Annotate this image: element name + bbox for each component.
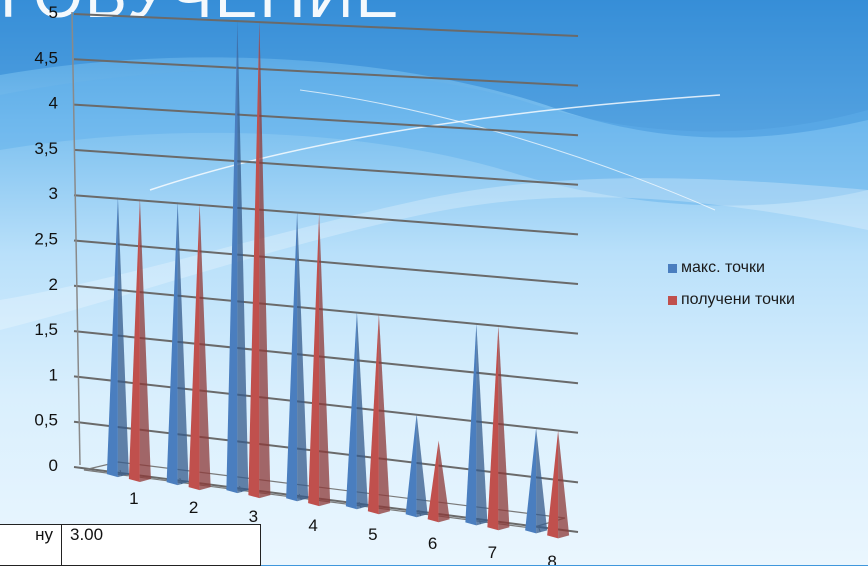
legend-label-0: макс. точки <box>681 259 765 276</box>
y-tick-label: 2,5 <box>34 230 58 249</box>
cone-макс-точки-1 <box>106 196 129 478</box>
cone-получени-точки-2 <box>188 203 211 491</box>
data-cones <box>106 19 570 539</box>
y-tick-label: 3,5 <box>34 139 58 158</box>
x-tick-label: 6 <box>428 534 437 553</box>
gridline-3 <box>73 330 579 385</box>
gridlines <box>71 11 579 533</box>
y-tick-label: 3 <box>49 184 58 203</box>
cone-макс-точки-2 <box>166 201 189 486</box>
gridline-8 <box>73 103 579 137</box>
gridline-6 <box>73 194 579 236</box>
table-row: ну 3.00 <box>0 524 261 566</box>
x-tick-label: 8 <box>547 552 556 565</box>
cone-получени-точки-4 <box>308 212 331 507</box>
cone-получени-точки-6 <box>427 440 450 523</box>
legend-label-1: получени точки <box>681 291 795 308</box>
y-tick-label: 4,5 <box>34 48 58 67</box>
y-tick-label: 0 <box>49 456 58 475</box>
x-tick-label: 7 <box>488 543 497 562</box>
x-tick-label: 1 <box>129 489 138 508</box>
gridline-7 <box>73 148 579 186</box>
y-axis-ticks: 0 0,5 1 1,5 2 2,5 3 3,5 4 4,5 5 <box>34 3 58 475</box>
y-tick-label: 2 <box>49 275 58 294</box>
legend: макс. точки получени точки <box>668 258 795 322</box>
cone-макс-точки-7 <box>465 323 488 526</box>
x-tick-label: 4 <box>308 516 317 535</box>
cone-получени-точки-7 <box>487 325 510 531</box>
gridline-5 <box>73 239 579 285</box>
y-tick-label: 1 <box>49 365 58 384</box>
cone-макс-точки-5 <box>345 311 368 510</box>
y-axis-line <box>71 11 81 466</box>
y-tick-label: 1,5 <box>34 320 58 339</box>
x-tick-label: 2 <box>189 498 198 517</box>
cone-получени-точки-8 <box>547 430 570 539</box>
table-cell-left: ну <box>0 524 62 566</box>
legend-swatch-1 <box>668 295 677 305</box>
legend-item-0: макс. точки <box>668 258 795 278</box>
legend-item-1: получени точки <box>668 290 795 310</box>
cone-макс-точки-3 <box>226 19 249 494</box>
gridline-4 <box>73 284 579 335</box>
cone-получени-точки-1 <box>128 198 151 483</box>
cone-получени-точки-3 <box>248 20 271 499</box>
y-tick-label: 5 <box>49 3 58 22</box>
cone-макс-точки-6 <box>405 413 428 518</box>
gridline-10 <box>73 13 579 37</box>
score-table-fragment: ну 3.00 <box>0 524 261 566</box>
cone-макс-точки-8 <box>525 427 548 534</box>
x-tick-label: 5 <box>368 525 377 544</box>
table-cell-right: 3.00 <box>61 524 261 566</box>
gridline-9 <box>73 58 579 87</box>
legend-swatch-0 <box>668 263 677 273</box>
y-tick-label: 4 <box>49 94 58 113</box>
cone-получени-точки-5 <box>367 313 390 515</box>
cone-макс-точки-4 <box>286 211 309 502</box>
y-tick-label: 0,5 <box>34 411 58 430</box>
x-tick-label: 3 <box>249 507 258 526</box>
